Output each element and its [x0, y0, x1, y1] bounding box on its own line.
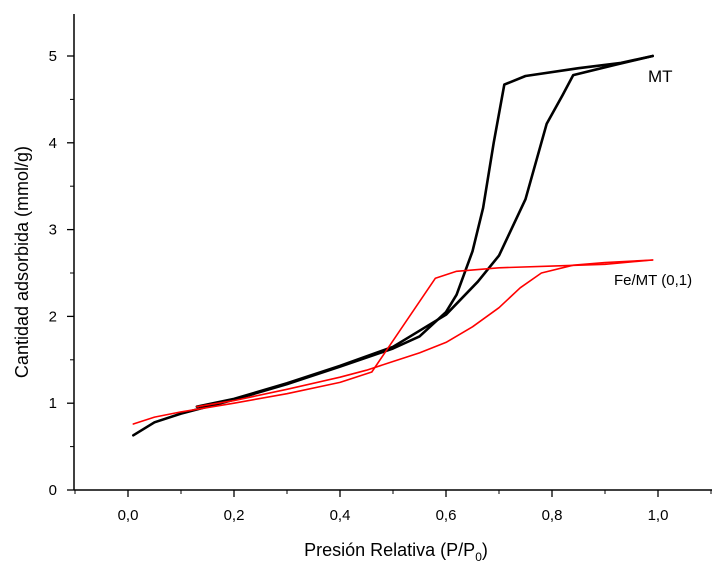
x-axis-title: Presión Relativa (P/P0)	[304, 540, 488, 564]
y-axis-title: Cantidad adsorbida (mmol/g)	[12, 146, 32, 378]
y-tick-label: 2	[49, 308, 57, 325]
x-tick-label: 0,6	[436, 507, 457, 524]
series-line-fe-mt-desorption	[196, 259, 654, 408]
series-label-mt: MT	[648, 67, 673, 86]
x-tick-label: 0,2	[224, 507, 245, 524]
series-label-fe-mt: Fe/MT (0,1)	[614, 272, 692, 289]
x-tick-label: 0,0	[118, 507, 139, 524]
x-tick-label: 0,8	[542, 507, 563, 524]
series-layer	[132, 54, 655, 437]
y-tick-label: 5	[49, 48, 57, 65]
ticks	[67, 55, 712, 497]
y-tick-label: 0	[49, 482, 57, 499]
x-axis-title-subscript: 0	[475, 550, 482, 564]
y-tick-label: 3	[49, 222, 57, 239]
tick-labels: 0,0 0,2 0,4 0,6 0,8 1,0 0 1 2 3 4 5	[49, 48, 669, 524]
x-axis-title-main: Presión Relativa (P/P	[304, 540, 475, 560]
x-tick-label: 1,0	[648, 507, 669, 524]
x-axis-title-close: )	[482, 540, 488, 560]
series-line-mt-adsorption	[132, 54, 655, 437]
y-tick-label: 4	[49, 135, 57, 152]
series-line-fe-mt-adsorption	[132, 259, 654, 425]
x-tick-label: 0,4	[330, 507, 351, 524]
y-tick-label: 1	[49, 395, 57, 412]
series-line-mt-desorption	[195, 54, 655, 409]
